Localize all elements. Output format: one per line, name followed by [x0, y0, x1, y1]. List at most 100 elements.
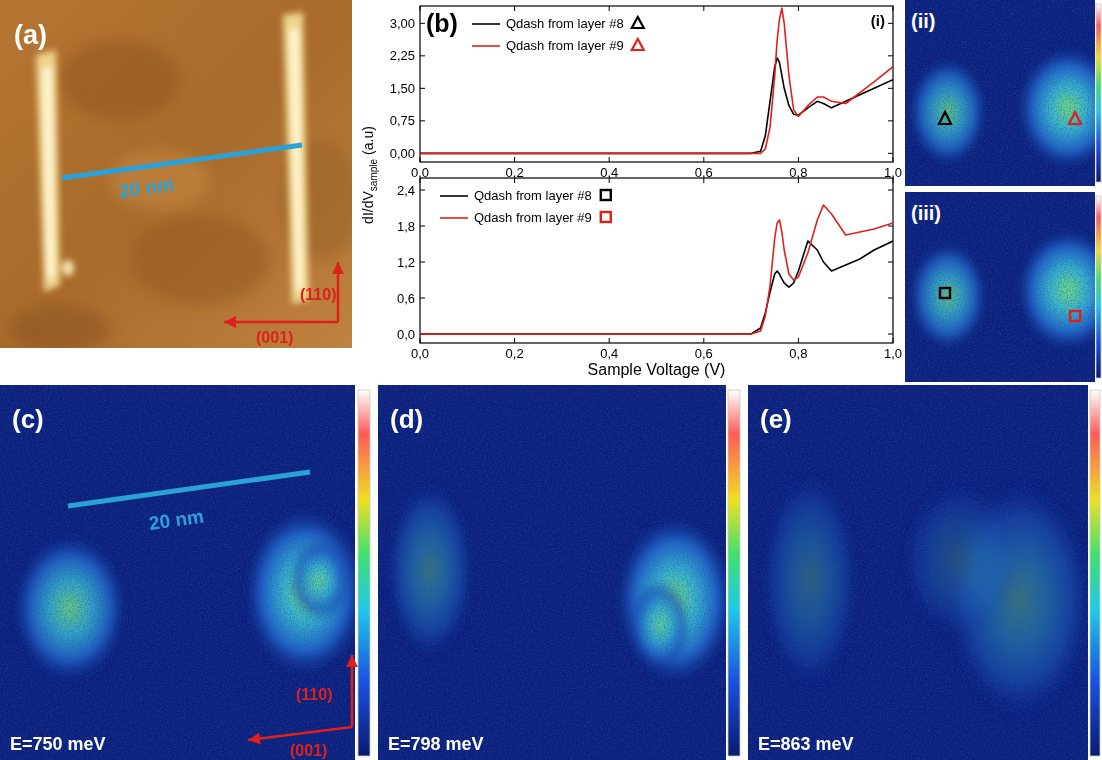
scale-label: 20 nm [148, 506, 205, 534]
x-tick [703, 157, 704, 162]
map-marker [1070, 311, 1080, 321]
legend-line [440, 217, 468, 219]
scale-bar [68, 472, 310, 506]
legend-line [440, 195, 468, 197]
y-axis-title: dI/dVsample(a.u) [360, 126, 379, 224]
direction-label: (110) [296, 686, 332, 703]
panel-label: (d) [390, 404, 423, 434]
y-tick-label: 2,4 [397, 183, 415, 198]
legend-label: Qdash from layer #9 [474, 210, 592, 225]
qdash-core [42, 66, 55, 280]
y-tick [420, 23, 425, 24]
x-tick [609, 157, 610, 162]
y-tick [420, 262, 425, 263]
y-tick-label: 0,00 [390, 146, 415, 161]
y-tick-label: 0,6 [397, 291, 415, 306]
x-tick [703, 6, 704, 11]
y-tick [888, 153, 893, 154]
direction-label: (001) [290, 742, 327, 759]
y-tick [888, 55, 893, 56]
y-tick [420, 88, 425, 89]
color-bar [1096, 4, 1101, 182]
map-noise [905, 192, 1095, 382]
panel-label: (b) [426, 9, 458, 37]
x-tick [420, 338, 421, 343]
y-axis-title-part: (a.u) [360, 126, 376, 155]
didv-map [378, 385, 726, 760]
arrow-head [332, 262, 344, 274]
plot-lines [420, 205, 893, 334]
didv-map [905, 192, 1095, 382]
y-tick [420, 55, 425, 56]
x-tick [798, 6, 799, 11]
map-ground [905, 192, 1095, 382]
panel-label: (a) [14, 20, 47, 50]
topography-ground [0, 0, 352, 348]
x-tick [798, 178, 799, 183]
y-tick [888, 23, 893, 24]
panel-label: (iii) [911, 202, 941, 224]
didv-map [748, 385, 1088, 760]
topography-patch [10, 305, 110, 348]
spectrum-line [420, 8, 893, 153]
x-tick [798, 157, 799, 162]
topography-patch [130, 215, 270, 305]
x-tick [514, 338, 515, 343]
x-tick [420, 6, 421, 11]
color-bar [1090, 390, 1100, 756]
x-tick [703, 178, 704, 183]
x-tick-label: 0,0 [411, 346, 429, 361]
x-tick [893, 178, 894, 183]
legend-label: Qdash from layer #8 [506, 16, 624, 31]
x-tick-label: 0,8 [789, 346, 807, 361]
map-ground [378, 385, 726, 760]
y-tick [420, 190, 425, 191]
y-tick-label: 0,75 [390, 113, 415, 128]
x-tick [893, 157, 894, 162]
x-tick-label: 1,0 [884, 346, 902, 361]
panel-label: (ii) [911, 10, 935, 32]
y-tick-label: 1,8 [397, 219, 415, 234]
y-tick [888, 120, 893, 121]
color-bar [1096, 196, 1101, 378]
arrow [224, 321, 338, 324]
scale-bar [62, 145, 302, 178]
y-tick [420, 298, 425, 299]
x-tick-label: 0,6 [695, 346, 713, 361]
legend-marker [601, 190, 611, 200]
didv-map [0, 385, 355, 760]
y-tick [888, 190, 893, 191]
legend-marker [632, 17, 644, 28]
panel-label: (e) [760, 404, 792, 434]
scale-label: 20 nm [118, 174, 175, 202]
map-noise [0, 385, 355, 760]
arrow-head [224, 316, 236, 328]
x-tick-label: 0,2 [506, 346, 524, 361]
energy-label: E=863 meV [758, 734, 854, 754]
didv-map [905, 0, 1095, 186]
topography-patch [60, 40, 180, 120]
plot-frame [420, 6, 893, 162]
x-tick [798, 338, 799, 343]
topography [0, 0, 352, 348]
map-noise [905, 0, 1095, 186]
y-axis-title-part: dI/dV [360, 191, 376, 224]
direction-label: (110) [300, 286, 336, 303]
x-tick [514, 6, 515, 11]
y-tick-label: 1,2 [397, 255, 415, 270]
color-bar [358, 390, 370, 756]
y-tick [420, 120, 425, 121]
qdash-core [289, 28, 303, 292]
x-tick [609, 6, 610, 11]
x-tick [609, 178, 610, 183]
arrow-head [346, 655, 358, 667]
qdash-spot [62, 260, 74, 276]
map-ground [0, 385, 355, 760]
qdash-stripes [36, 12, 309, 304]
x-tick [420, 178, 421, 183]
spectrum-line [420, 58, 893, 153]
map-marker [1069, 112, 1081, 124]
x-tick [893, 338, 894, 343]
legend-marker [601, 212, 611, 222]
x-tick-label: 0,4 [600, 346, 618, 361]
